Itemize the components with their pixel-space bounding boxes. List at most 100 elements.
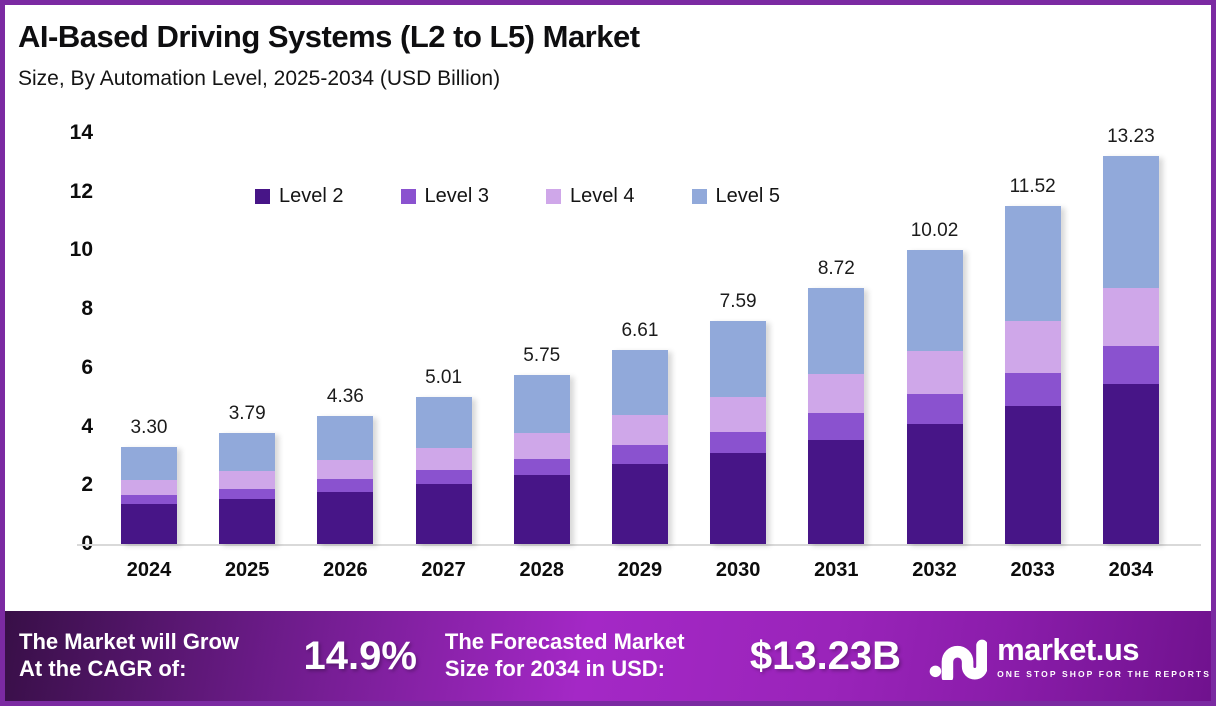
legend-item-level-3: Level 3 — [400, 185, 489, 208]
bar-total-label: 4.36 — [326, 386, 364, 408]
cagr-value: 14.9% — [303, 633, 417, 678]
bar-segment-level-4 — [611, 415, 668, 446]
bar-segment-level-2 — [906, 423, 963, 544]
brand-tagline: ONE STOP SHOP FOR THE REPORTS — [997, 668, 1211, 679]
x-label-2033: 2033 — [1010, 559, 1055, 581]
bar-segment-level-3 — [415, 470, 472, 484]
bar-segment-level-2 — [611, 464, 668, 544]
market-us-logo-icon — [929, 639, 988, 680]
bar-segment-level-5 — [808, 288, 865, 375]
bar-segment-level-2 — [317, 491, 374, 544]
bar-segment-level-3 — [121, 495, 177, 505]
y-tick-8: 8 — [81, 297, 93, 321]
bar-segment-level-5 — [1004, 205, 1061, 322]
bar-2032: 10.02 — [906, 220, 963, 544]
bar-2026: 4.36 — [317, 386, 374, 544]
bar-segment-level-3 — [219, 488, 276, 499]
bar-segment-level-5 — [906, 249, 963, 351]
y-tick-6: 6 — [81, 355, 93, 379]
x-label-2031: 2031 — [814, 559, 859, 581]
x-label-2025: 2025 — [224, 559, 270, 581]
brand-name: market.us — [997, 631, 1140, 667]
bar-total-label: 6.61 — [621, 319, 659, 341]
x-label-2024: 2024 — [126, 559, 172, 581]
bar-segment-level-2 — [808, 439, 865, 544]
bar-segment-level-4 — [121, 480, 177, 496]
forecast-label-line2: Size for 2034 in USD: — [444, 656, 665, 681]
legend-label: Level 2 — [279, 185, 344, 207]
bar-segment-level-2 — [219, 498, 276, 544]
forecast-label: The Forecasted Market Size for 2034 in U… — [445, 629, 728, 683]
bar-segment-level-2 — [513, 474, 570, 544]
bar-segment-level-3 — [513, 458, 570, 475]
bar-segment-level-4 — [808, 374, 865, 414]
bar-segment-level-5 — [317, 416, 374, 461]
page-title: AI-Based Driving Systems (L2 to L5) Mark… — [18, 19, 640, 54]
x-label-2029: 2029 — [617, 559, 663, 581]
bar-total-label: 5.01 — [425, 366, 463, 388]
legend-item-level-2: Level 2 — [255, 185, 344, 208]
bar-2028: 5.75 — [513, 345, 570, 544]
bar-segment-level-2 — [1004, 406, 1061, 544]
y-tick-4: 4 — [81, 414, 93, 438]
bar-segment-level-5 — [415, 396, 472, 448]
bar-total-label: 3.79 — [228, 402, 266, 424]
bar-2031: 8.72 — [808, 258, 865, 544]
bar-segment-level-3 — [906, 394, 963, 424]
bar-2034: 13.23 — [1102, 126, 1159, 544]
bar-segment-level-4 — [415, 447, 472, 471]
legend-item-level-5: Level 5 — [691, 185, 781, 208]
bar-segment-level-5 — [1102, 155, 1159, 289]
y-tick-0: 0 — [81, 532, 93, 556]
bar-segment-level-3 — [710, 431, 767, 454]
brand-logo: market.us ONE STOP SHOP FOR THE REPORTS — [929, 632, 1211, 680]
legend-label: Level 5 — [715, 185, 781, 207]
bar-segment-level-2 — [710, 453, 767, 544]
bar-segment-level-5 — [611, 349, 668, 416]
x-axis-labels: 2024 2025 2026 2027 2028 2029 2030 2031 2032 2033… — [121, 559, 1159, 582]
y-tick-2: 2 — [81, 473, 93, 497]
bar-segment-level-4 — [1004, 321, 1061, 373]
bar-segment-level-5 — [710, 321, 767, 398]
bar-segment-level-3 — [1102, 346, 1159, 385]
bar-segment-level-4 — [317, 460, 374, 480]
bar-segment-level-5 — [219, 432, 276, 471]
x-label-2034: 2034 — [1108, 559, 1154, 581]
legend-marker-icon — [691, 189, 707, 204]
x-label-2030: 2030 — [715, 559, 761, 581]
x-label-2028: 2028 — [519, 559, 565, 581]
bar-2024: 3.30 — [121, 417, 177, 544]
bar-segment-level-2 — [121, 504, 177, 544]
y-tick-14: 14 — [69, 121, 93, 144]
bar-2029: 6.61 — [611, 320, 668, 544]
cagr-label-line1: The Market will Grow — [19, 629, 240, 655]
y-tick-12: 12 — [69, 179, 93, 203]
legend-marker-icon — [400, 189, 416, 204]
x-label-2027: 2027 — [421, 559, 466, 581]
legend-marker-icon — [255, 189, 270, 204]
forecast-label-line1: The Forecasted Market — [444, 629, 685, 655]
bar-2027: 5.01 — [415, 367, 472, 544]
bar-2025: 3.79 — [219, 403, 276, 544]
stacked-bar-chart: 14 12 10 8 6 4 2 0 Level 2 Level 3 Level 4 Level 5… — [5, 115, 1211, 610]
plot-area: 3.30 3.79 4.36 5.01 5.75 6.61 7.59 8.72 10.02 11.… — [121, 126, 1159, 544]
chart-legend: Level 2 Level 3 Level 4 Level 5 — [255, 185, 780, 208]
bar-segment-level-4 — [219, 470, 276, 489]
bar-total-label: 8.72 — [817, 258, 855, 280]
bar-2030: 7.59 — [710, 291, 767, 544]
bar-segment-level-4 — [906, 350, 963, 395]
bar-total-label: 10.02 — [910, 219, 959, 241]
legend-marker-icon — [546, 189, 561, 204]
legend-label: Level 4 — [570, 185, 635, 207]
bar-total-label: 5.75 — [523, 345, 561, 367]
y-tick-10: 10 — [69, 238, 93, 262]
bar-total-label: 7.59 — [719, 291, 757, 313]
bar-segment-level-4 — [513, 432, 570, 459]
bar-segment-level-4 — [1102, 288, 1159, 347]
bar-total-label: 3.30 — [130, 417, 168, 439]
x-axis-line — [77, 544, 1201, 546]
bar-segment-level-5 — [121, 447, 177, 481]
cagr-label: The Market will Grow At the CAGR of: — [19, 629, 276, 683]
bar-segment-level-2 — [1102, 384, 1159, 544]
